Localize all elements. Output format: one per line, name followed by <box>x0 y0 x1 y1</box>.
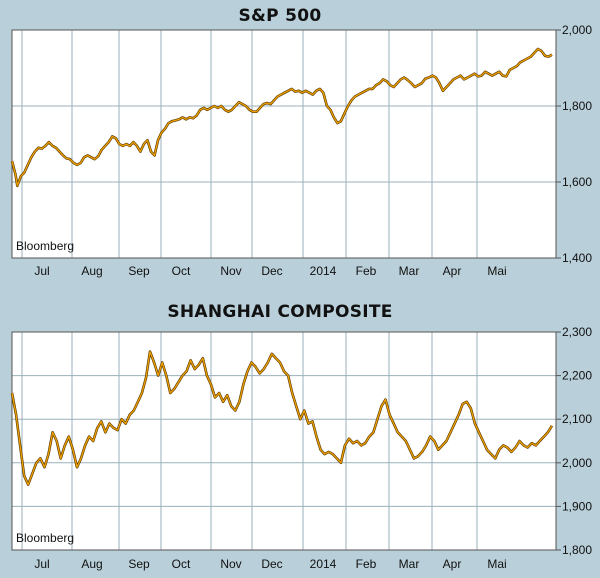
x-tick-label: Nov <box>220 557 241 571</box>
sp500-chart: 2,000 1,800 1,600 1,400 Jul Aug Sep Oct Nov Dec 20… <box>10 23 592 278</box>
shanghai-chart: 2,300 2,200 2,100 2,000 1,900 1,800 Jul Aug Sep O… <box>10 325 592 571</box>
y-tick-label: 1,800 <box>562 99 592 113</box>
x-tick-label: Aug <box>81 264 102 278</box>
x-tick-label: Dec <box>261 557 282 571</box>
plot-border <box>11 29 557 259</box>
x-tick-label: Mar <box>399 557 420 571</box>
x-tick-label: Nov <box>220 264 241 278</box>
x-tick-label: Mar <box>399 264 420 278</box>
x-tick-label: Aug <box>81 557 102 571</box>
chart-title: SHANGHAI COMPOSITE <box>167 302 393 322</box>
x-tick-label: Sep <box>128 264 150 278</box>
x-tick-label: Sep <box>128 557 150 571</box>
sp500-panel: S&P 500 2,000 1,800 1,600 1,400 Jul Aug Sep Oct… <box>10 6 592 278</box>
x-tick-label: 2014 <box>310 264 337 278</box>
chart-title: S&P 500 <box>238 6 322 26</box>
y-tick-label: 1,600 <box>562 175 592 189</box>
shanghai-panel: SHANGHAI COMPOSITE 2,300 2,200 2,100 2,000 1… <box>0 290 600 578</box>
x-tick-label: Jul <box>34 264 49 278</box>
y-tick-label: 2,000 <box>562 456 592 470</box>
y-tick-label: 1,400 <box>562 251 592 265</box>
x-tick-label: Feb <box>356 557 377 571</box>
plot-area <box>11 29 557 259</box>
x-tick-label: Apr <box>443 264 462 278</box>
series-line <box>11 350 553 486</box>
x-tick-label: Mai <box>487 264 506 278</box>
series-line <box>11 48 553 187</box>
y-tick-label: 2,200 <box>562 369 592 383</box>
y-tick-label: 2,000 <box>562 23 592 37</box>
x-tick-label: Jul <box>34 557 49 571</box>
y-tick-label: 2,100 <box>562 412 592 426</box>
source-label: Bloomberg <box>16 239 74 253</box>
x-tick-label: Oct <box>172 557 191 571</box>
x-tick-label: Oct <box>172 264 191 278</box>
plot-border <box>11 331 557 551</box>
y-tick-label: 1,900 <box>562 499 592 513</box>
source-label: Bloomberg <box>16 531 74 545</box>
x-tick-label: Mai <box>487 557 506 571</box>
x-tick-label: 2014 <box>310 557 337 571</box>
y-tick-label: 1,800 <box>562 543 592 557</box>
x-tick-label: Dec <box>261 264 282 278</box>
x-tick-label: Feb <box>356 264 377 278</box>
x-tick-label: Apr <box>443 557 462 571</box>
y-tick-label: 2,300 <box>562 325 592 339</box>
